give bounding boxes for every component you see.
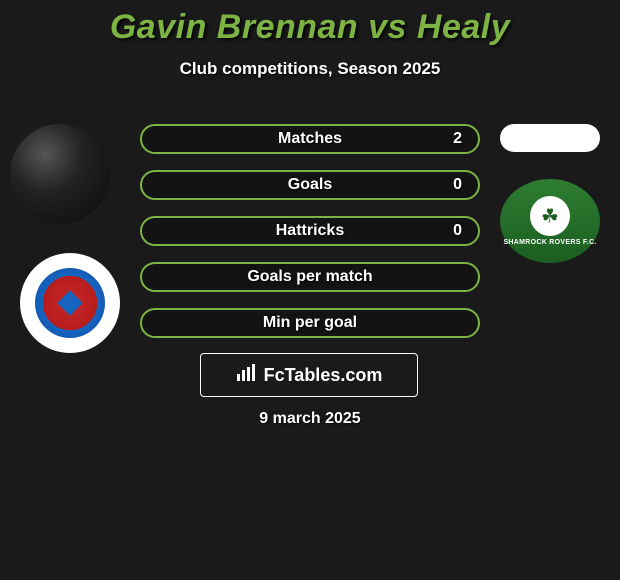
stat-label: Matches	[278, 130, 342, 148]
branding-box: FcTables.com	[200, 353, 418, 397]
stat-label: Goals	[288, 176, 332, 194]
stat-value: 2	[453, 130, 462, 148]
player-photo-left	[10, 124, 110, 224]
player-placeholder-right	[500, 124, 600, 152]
stat-row-matches: Matches 2	[140, 124, 480, 154]
page-title: Gavin Brennan vs Healy	[0, 0, 620, 47]
footer-date: 9 march 2025	[0, 410, 620, 428]
branding-text: FcTables.com	[264, 365, 383, 386]
stat-row-hattricks: Hattricks 0	[140, 216, 480, 246]
shamrock-icon: ☘	[530, 196, 570, 236]
team-badge-right-text: SHAMROCK ROVERS F.C.	[503, 239, 596, 246]
team-badge-left	[20, 253, 120, 353]
stat-label: Hattricks	[276, 222, 344, 240]
stat-value: 0	[453, 222, 462, 240]
team-badge-right: ☘ SHAMROCK ROVERS F.C.	[500, 179, 600, 263]
stats-list: Matches 2 Goals 0 Hattricks 0 Goals per …	[140, 124, 480, 354]
page-subtitle: Club competitions, Season 2025	[0, 59, 620, 79]
stat-row-goals: Goals 0	[140, 170, 480, 200]
stat-row-min-per-goal: Min per goal	[140, 308, 480, 338]
stat-row-goals-per-match: Goals per match	[140, 262, 480, 292]
stat-value: 0	[453, 176, 462, 194]
stat-label: Goals per match	[247, 268, 372, 286]
team-crest-left	[35, 268, 105, 338]
bar-chart-icon	[236, 364, 258, 387]
stat-label: Min per goal	[263, 314, 357, 332]
